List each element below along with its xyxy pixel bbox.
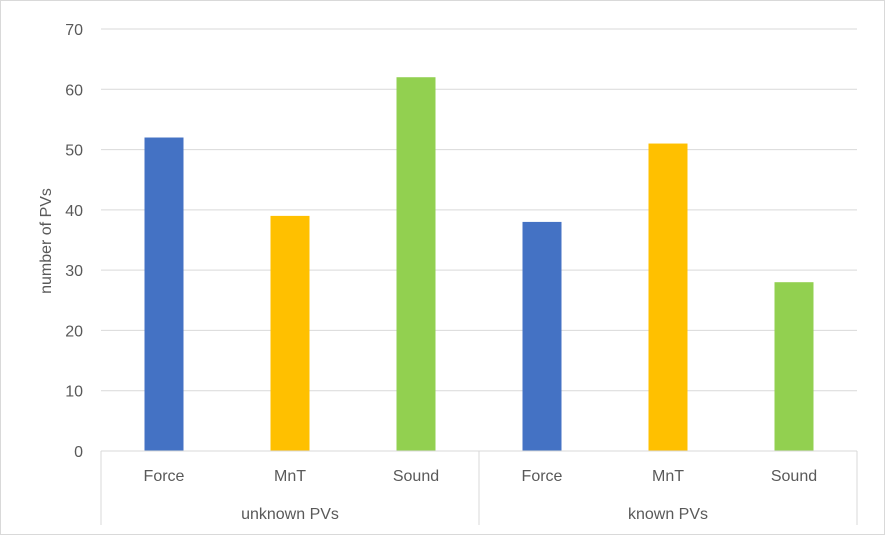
bar-mnt-2	[648, 143, 688, 452]
x-category-label: Sound	[393, 468, 439, 485]
bar-force-2	[522, 221, 562, 451]
bar-sound-2	[774, 282, 814, 451]
x-category-label: Force	[522, 468, 563, 485]
y-tick-labels: 0 10 20 30 40 50 60 70	[65, 22, 83, 461]
x-group-label: unknown PVs	[241, 506, 339, 523]
y-tick-label: 20	[65, 323, 83, 340]
y-tick-label: 70	[65, 22, 83, 39]
bars	[144, 77, 814, 452]
x-category-label: MnT	[274, 468, 306, 485]
x-category-label: MnT	[652, 468, 684, 485]
y-tick-label: 10	[65, 384, 83, 401]
x-axis: Force MnT Sound unknown PVs Force MnT Sound kno…	[100, 450, 858, 525]
y-tick-label: 50	[65, 143, 83, 160]
bar-force-1	[144, 137, 184, 451]
y-tick-label: 30	[65, 263, 83, 280]
bar-sound-1	[396, 77, 436, 451]
gridlines	[101, 28, 857, 392]
y-tick-label: 60	[65, 82, 83, 99]
x-category-label: Force	[144, 468, 185, 485]
x-category-label: Sound	[771, 468, 817, 485]
y-tick-label: 40	[65, 203, 83, 220]
bar-mnt-1	[270, 215, 310, 451]
x-group-label: known PVs	[628, 506, 708, 523]
y-tick-label: 0	[74, 444, 83, 461]
y-axis-label: number of PVs	[38, 188, 55, 294]
